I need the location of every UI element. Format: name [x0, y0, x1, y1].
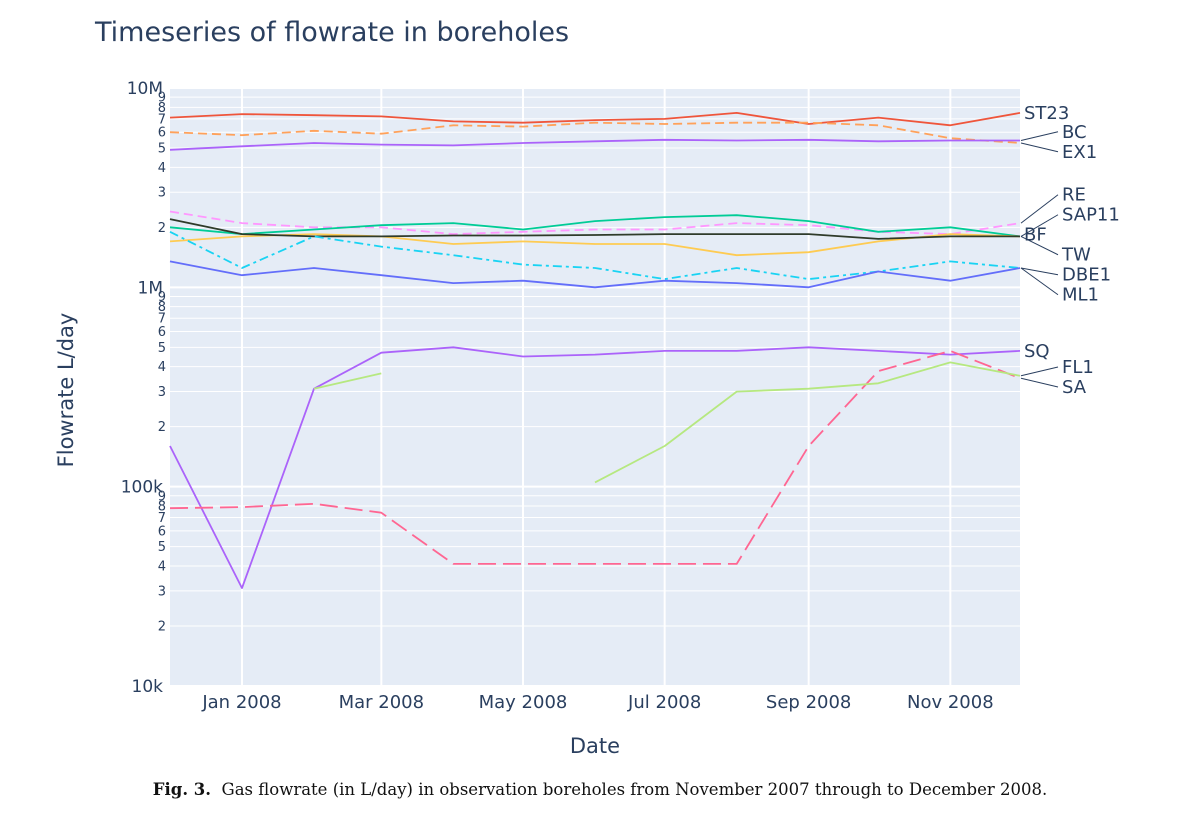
y-tick-label-minor: 8: [158, 499, 166, 514]
x-tick-label: Sep 2008: [766, 692, 851, 713]
y-tick-label: 100k: [121, 478, 163, 498]
series-label-st23: ST23: [1024, 103, 1069, 124]
label-leader-line: [1020, 377, 1059, 388]
series-line-sa: [169, 349, 1021, 565]
y-tick-label-minor: 7: [158, 511, 166, 526]
y-tick-label-minor: 4: [158, 360, 166, 375]
x-tick-label: Mar 2008: [339, 692, 425, 713]
y-tick-label-minor: 2: [158, 420, 166, 435]
caption-text: Gas flowrate (in L/day) in observation b…: [221, 780, 1048, 799]
series-label-dbe1: DBE1: [1062, 265, 1111, 286]
series-line-re: [169, 210, 1021, 236]
series-label-sq: SQ: [1024, 341, 1050, 362]
series-label-re: RE: [1062, 185, 1086, 206]
y-axis-title: Flowrate L/day: [54, 313, 78, 468]
y-tick-label-minor: 7: [158, 312, 166, 327]
label-leader-line: [1020, 142, 1059, 153]
series-label-ex1: EX1: [1062, 142, 1097, 163]
flowrate-chart: Timeseries of flowrate in boreholes 2 3 4 5…: [54, 17, 1120, 758]
series-lines: [169, 112, 1021, 589]
y-tick-label-minor: 3: [158, 385, 166, 400]
x-axis-ticks: Jan 2008 Mar 2008 May 2008 Jul 2008 Sep 2008…: [201, 692, 993, 713]
y-tick-label-minor: 3: [158, 186, 166, 201]
series-label-ml1: ML1: [1062, 285, 1099, 306]
label-leader-line: [1020, 267, 1059, 276]
y-tick-label-minor: 2: [158, 619, 166, 634]
chart-title: Timeseries of flowrate in boreholes: [94, 17, 569, 48]
y-tick-label-minor: 4: [158, 559, 166, 574]
series-line-sap11: [169, 214, 1021, 238]
y-tick-label-minor: 2: [158, 221, 166, 236]
label-leader-line: [1020, 366, 1059, 377]
series-label-bc: BC: [1062, 122, 1087, 143]
y-tick-label-minor: 9: [158, 290, 166, 305]
y-tick-label-minor: 6: [158, 524, 166, 539]
plot-area: [170, 88, 1020, 686]
label-leader-line: [1020, 267, 1059, 296]
series-line-ex1: [169, 121, 1021, 144]
series-label-fl1: FL1: [1062, 357, 1094, 378]
x-tick-label: May 2008: [479, 692, 568, 713]
label-leader-line: [1020, 236, 1059, 256]
series-label-sa: SA: [1062, 377, 1087, 398]
series-line-bf: [169, 233, 1021, 257]
series-label-bf: BF: [1024, 225, 1047, 246]
y-tick-label-minor: 5: [158, 142, 166, 157]
x-axis-title: Date: [570, 734, 620, 758]
y-tick-label-minor: 3: [158, 584, 166, 599]
y-tick-label-minor: 4: [158, 161, 166, 176]
series-line-fl1: [313, 372, 382, 390]
y-tick-label-minor: 9: [158, 91, 166, 106]
y-tick-label: 10M: [127, 79, 163, 99]
y-tick-label-minor: 5: [158, 341, 166, 356]
series-line-fl1: [594, 361, 1021, 484]
series-line-tw: [169, 218, 1020, 240]
figure-caption: Fig. 3. Gas flowrate (in L/day) in obser…: [0, 780, 1200, 799]
y-tick-label-minor: 8: [158, 300, 166, 315]
series-label-tw: TW: [1061, 245, 1091, 266]
y-tick-label-minor: 5: [158, 540, 166, 555]
x-tick-label: Nov 2008: [907, 692, 994, 713]
label-leader-line: [1020, 214, 1059, 237]
series-line-ml1: [169, 260, 1021, 289]
y-tick-label-minor: 6: [158, 126, 166, 141]
series-line-bc: [169, 138, 1020, 151]
label-leader-line: [1020, 131, 1059, 142]
y-tick-label: 1M: [138, 278, 163, 298]
y-tick-label-minor: 7: [158, 112, 166, 127]
series-line-st23: [169, 112, 1021, 127]
y-tick-label-minor: 9: [158, 489, 166, 504]
y-tick-label-minor: 6: [158, 325, 166, 340]
caption-label: Fig. 3.: [152, 780, 212, 799]
y-tick-label: 10k: [132, 677, 164, 697]
y-tick-label-minor: 8: [158, 101, 166, 116]
x-tick-label: Jul 2008: [627, 692, 701, 713]
x-tick-label: Jan 2008: [201, 692, 281, 713]
series-label-sap11: SAP11: [1062, 205, 1120, 226]
label-leader-line: [1020, 194, 1059, 224]
